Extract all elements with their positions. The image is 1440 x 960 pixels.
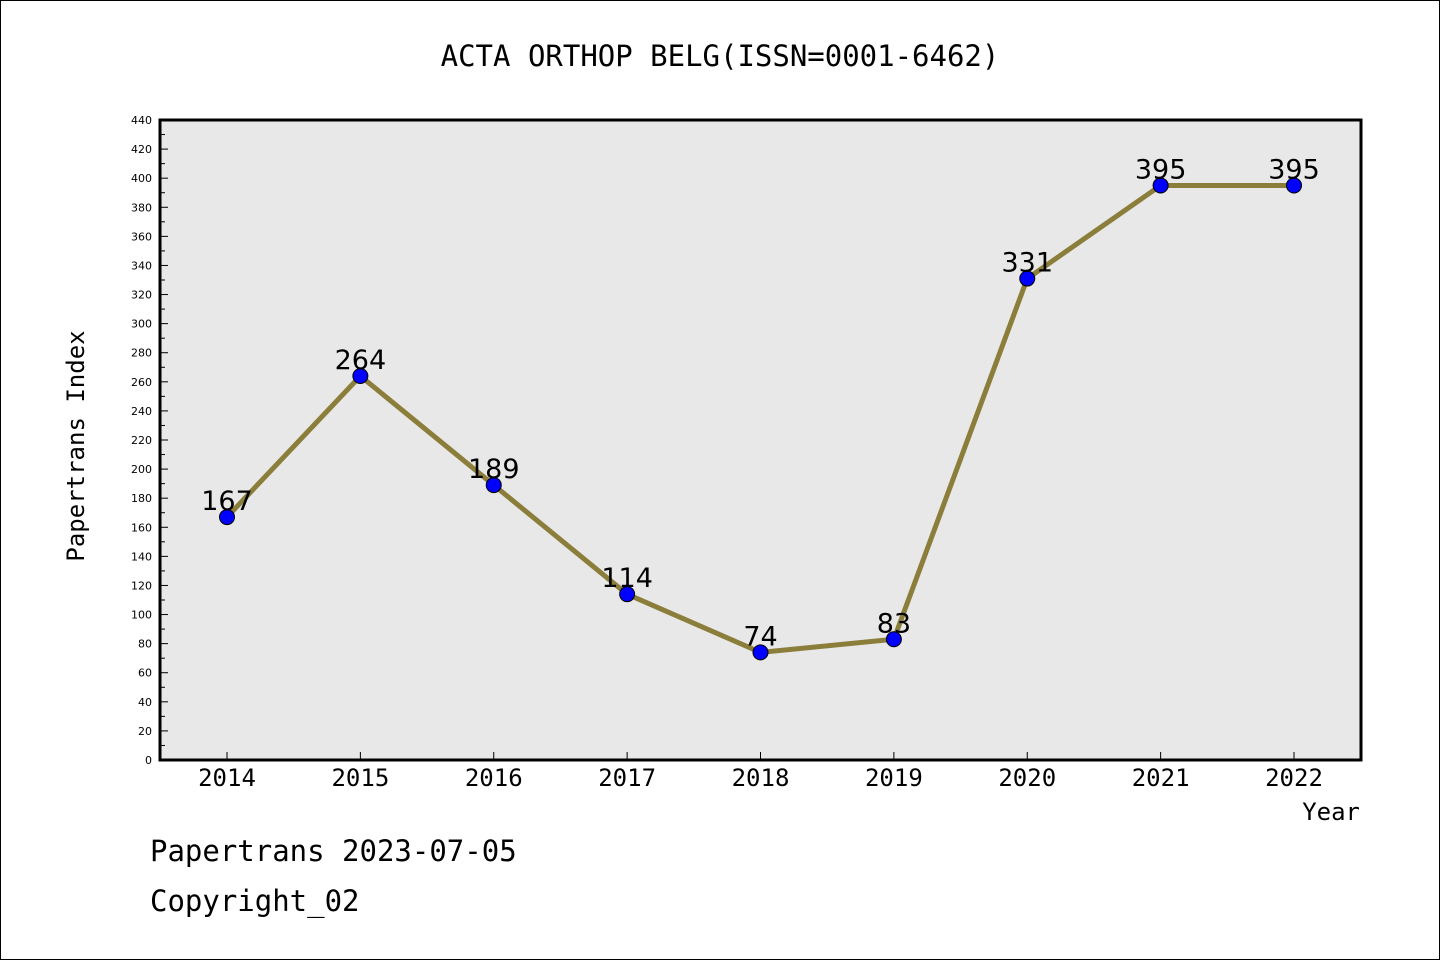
data-label: 74 [743, 621, 777, 652]
data-point [619, 586, 636, 603]
y-tick-label: 260 [131, 376, 152, 389]
y-tick-label: 80 [138, 638, 152, 651]
y-axis: 0 20 40 60 80 100 120 140 160 180 200 220 240 260 280 3… [131, 114, 168, 767]
x-tick-label: 2018 [732, 764, 790, 792]
y-tick-label: 40 [138, 696, 152, 709]
y-tick-label: 240 [131, 405, 152, 418]
x-tick-label: 2022 [1265, 764, 1323, 792]
data-point [752, 644, 769, 661]
y-tick-label: 120 [131, 579, 152, 592]
data-point [885, 631, 902, 648]
data-point [1152, 177, 1169, 194]
data-label: 264 [335, 345, 387, 376]
chart-title: ACTA ORTHOP BELG(ISSN=0001-6462) [441, 39, 1000, 73]
y-tick-label: 140 [131, 550, 152, 563]
y-tick-label: 60 [138, 667, 152, 680]
data-point [219, 509, 235, 526]
series-papertrans-index [219, 177, 1302, 661]
y-axis-label: Papertrans Index [62, 330, 90, 561]
x-axis: 2014 2015 2016 2017 2018 2019 2020 2021 2022 [198, 752, 1323, 792]
y-tick-label: 300 [131, 318, 152, 331]
y-tick-label: 440 [131, 114, 152, 127]
x-tick-label: 2017 [598, 764, 656, 792]
footer-copyright: Copyright_02 [150, 884, 360, 918]
y-tick-label: 0 [145, 754, 152, 767]
y-tick-label: 180 [131, 492, 152, 505]
data-point [1286, 177, 1302, 194]
x-tick-label: 2016 [465, 764, 523, 792]
y-tick-label: 220 [131, 434, 152, 447]
y-tick-label: 380 [131, 201, 152, 214]
data-point [1019, 270, 1036, 287]
y-tick-label: 320 [131, 289, 152, 302]
data-label: 395 [1268, 154, 1320, 185]
data-label: 83 [877, 608, 911, 639]
x-tick-label: 2021 [1132, 764, 1190, 792]
data-label: 395 [1135, 154, 1187, 185]
y-tick-label: 400 [131, 172, 152, 185]
data-point [485, 477, 502, 494]
data-labels: 167 264 189 114 74 83 331 395 395 [201, 154, 1320, 652]
x-tick-label: 2015 [331, 764, 389, 792]
data-label: 331 [1001, 248, 1053, 279]
y-tick-label: 20 [138, 725, 152, 738]
y-tick-label: 340 [131, 259, 152, 272]
y-tick-label: 420 [131, 143, 152, 156]
x-axis-label: Year [1302, 798, 1360, 826]
plot-area [158, 118, 1363, 762]
data-point [352, 368, 369, 384]
y-tick-label: 100 [131, 609, 152, 622]
y-tick-label: 160 [131, 521, 152, 534]
x-tick-label: 2019 [865, 764, 923, 792]
data-label: 114 [601, 563, 653, 594]
y-tick-label: 200 [131, 463, 152, 476]
x-tick-label: 2020 [998, 764, 1056, 792]
y-tick-label: 280 [131, 347, 152, 360]
data-label: 167 [201, 486, 253, 517]
y-tick-label: 360 [131, 230, 152, 243]
x-tick-label: 2014 [198, 764, 256, 792]
footer-date: Papertrans 2023-07-05 [150, 834, 517, 868]
data-label: 189 [468, 454, 520, 485]
